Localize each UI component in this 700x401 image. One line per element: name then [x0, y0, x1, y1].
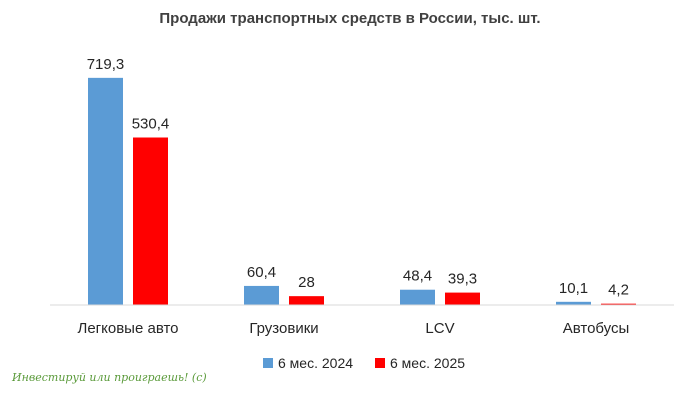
legend-label: 6 мес. 2025 [390, 355, 465, 371]
data-label: 719,3 [87, 56, 125, 73]
data-label: 10,1 [559, 280, 588, 297]
bar [556, 301, 591, 305]
data-label: 39,3 [448, 271, 477, 288]
bar [289, 296, 324, 305]
bar [133, 137, 168, 305]
category-label: LCV [425, 320, 454, 337]
bar [400, 289, 435, 305]
bar [244, 285, 279, 305]
data-label: 28 [298, 274, 315, 291]
data-label: 48,4 [403, 268, 432, 285]
category-label: Грузовики [249, 320, 318, 337]
chart-title: Продажи транспортных средств в России, т… [159, 10, 540, 27]
legend: 6 мес. 2024 6 мес. 2025 [263, 355, 465, 371]
data-label: 4,2 [608, 282, 629, 299]
bar [601, 303, 636, 305]
category-label: Легковые авто [77, 320, 178, 337]
legend-swatch [375, 358, 385, 368]
watermark-signature: Инвестируй или проиграешь! (с) [11, 371, 207, 384]
data-label: 530,4 [132, 116, 170, 133]
bar [88, 77, 123, 305]
category-labels: Легковые авто Грузовики LCV Автобусы [77, 320, 629, 337]
category-label: Автобусы [563, 320, 630, 337]
bar [445, 292, 480, 305]
bars-layer: 719,3 530,4 60,4 28 48,4 39,3 10,1 4,2 [87, 56, 636, 305]
legend-label: 6 мес. 2024 [278, 355, 353, 371]
legend-swatch [263, 358, 273, 368]
data-label: 60,4 [247, 264, 276, 281]
